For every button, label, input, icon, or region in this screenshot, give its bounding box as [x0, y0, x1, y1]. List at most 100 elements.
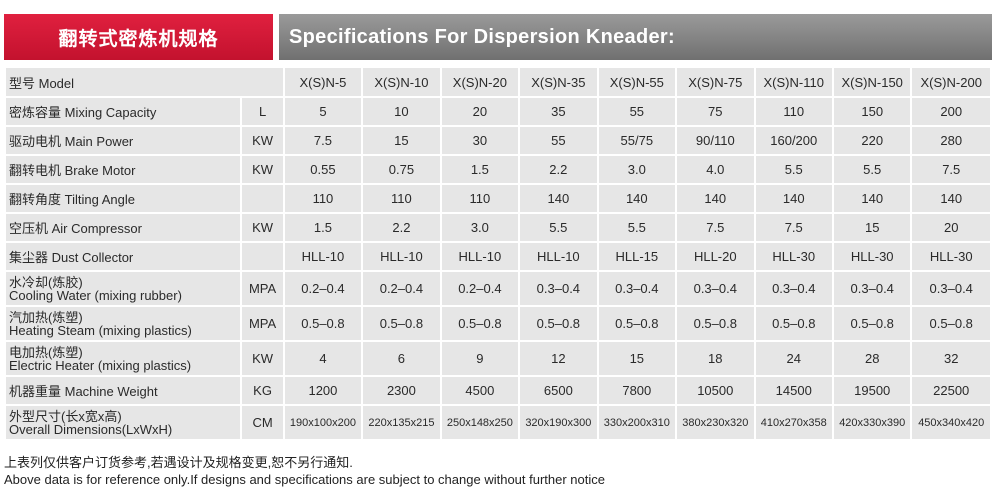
table-cell: 5.5	[598, 214, 676, 241]
row-label-primary: 汽加热(炼塑)	[9, 309, 83, 325]
table-cell: 0.3–0.4	[677, 272, 754, 305]
table-cell: 7.5	[677, 214, 754, 241]
table-cell: 0.3–0.4	[755, 272, 832, 305]
table-cell: 9	[441, 342, 519, 375]
table-cell: 140	[598, 185, 676, 212]
model-header: X(S)N-10	[363, 68, 440, 96]
row-unit: KW	[242, 156, 283, 183]
table-cell: HLL-15	[598, 243, 676, 270]
table-row: 翻转电机 Brake Motor KW 0.55 0.75 1.5 2.2 3.0 4.0 5.…	[6, 156, 990, 183]
row-label-primary: 密炼容量 Mixing Capacity	[9, 105, 157, 120]
table-row: 电加热(炼塑) Electric Heater (mixing plastics)…	[6, 342, 990, 375]
model-header: X(S)N-55	[598, 68, 676, 96]
table-cell: 140	[677, 185, 754, 212]
table-cell: 140	[755, 185, 832, 212]
table-cell: 0.75	[363, 156, 440, 183]
row-unit	[242, 185, 283, 212]
row-label: 电加热(炼塑) Electric Heater (mixing plastics)	[6, 342, 241, 375]
table-cell: 7.5	[755, 214, 832, 241]
row-label-primary: 集尘器 Dust Collector	[9, 250, 134, 265]
table-cell: 0.5–0.8	[677, 307, 754, 340]
row-label: 集尘器 Dust Collector	[6, 243, 241, 270]
table-cell: 110	[441, 185, 519, 212]
table-cell: 110	[363, 185, 440, 212]
table-cell: 3.0	[441, 214, 519, 241]
row-label-secondary: Cooling Water (mixing rubber)	[9, 287, 182, 303]
table-cell: HLL-10	[520, 243, 597, 270]
table-cell: 55/75	[598, 127, 676, 154]
row-label-primary: 翻转电机 Brake Motor	[9, 163, 136, 178]
table-cell: 140	[520, 185, 597, 212]
table-cell: 10500	[677, 377, 754, 404]
table-cell: 0.5–0.8	[755, 307, 832, 340]
row-unit	[242, 243, 283, 270]
row-label-secondary: Electric Heater (mixing plastics)	[9, 357, 192, 373]
row-unit: KW	[242, 214, 283, 241]
table-cell: 6500	[520, 377, 597, 404]
table-cell: 5.5	[520, 214, 597, 241]
table-cell: HLL-30	[755, 243, 832, 270]
header-row: 型号 Model X(S)N-5 X(S)N-10 X(S)N-20 X(S)N…	[6, 68, 990, 96]
table-cell: 0.5–0.8	[912, 307, 990, 340]
row-label: 汽加热(炼塑) Heating Steam (mixing plastics)	[6, 307, 241, 340]
model-header: X(S)N-150	[833, 68, 911, 96]
table-row: 翻转角度 Tilting Angle 110 110 110 140 140 140 140 1…	[6, 185, 990, 212]
table-cell: 190x100x200	[284, 406, 362, 439]
table-cell: 15	[598, 342, 676, 375]
row-unit: L	[242, 98, 283, 125]
header-banner: 翻转式密炼机规格 Specifications For Dispersion K…	[4, 14, 992, 60]
table-cell: 220x135x215	[363, 406, 440, 439]
table-cell: 35	[520, 98, 597, 125]
row-label-primary: 空压机 Air Compressor	[9, 221, 142, 236]
table-cell: 0.3–0.4	[520, 272, 597, 305]
table-cell: HLL-20	[677, 243, 754, 270]
table-cell: 55	[598, 98, 676, 125]
table-cell: 30	[441, 127, 519, 154]
table-cell: 110	[755, 98, 832, 125]
table-row: 机器重量 Machine Weight KG 1200 2300 4500 6500 780…	[6, 377, 990, 404]
table-cell: 200	[912, 98, 990, 125]
row-unit: CM	[242, 406, 283, 439]
table-cell: 15	[833, 214, 911, 241]
table-row: 汽加热(炼塑) Heating Steam (mixing plastics) MP…	[6, 307, 990, 340]
row-label-primary: 翻转角度 Tilting Angle	[9, 192, 135, 207]
table-cell: 18	[677, 342, 754, 375]
row-unit: KG	[242, 377, 283, 404]
footnote: 上表列仅供客户订货参考,若遇设计及规格变更,恕不另行通知. Above data…	[4, 454, 605, 488]
table-row: 驱动电机 Main Power KW 7.5 15 30 55 55/75 90/110 160…	[6, 127, 990, 154]
table-cell: 2.2	[363, 214, 440, 241]
table-cell: 0.3–0.4	[598, 272, 676, 305]
table-cell: 330x200x310	[598, 406, 676, 439]
table-cell: 75	[677, 98, 754, 125]
table-cell: 15	[363, 127, 440, 154]
table-cell: HLL-30	[833, 243, 911, 270]
table-cell: 0.2–0.4	[363, 272, 440, 305]
model-header: X(S)N-110	[755, 68, 832, 96]
row-label-primary: 电加热(炼塑)	[9, 344, 83, 360]
table-row: 外型尺寸(长x宽x高) Overall Dimensions(LxWxH) CM 19…	[6, 406, 990, 439]
table-cell: 140	[833, 185, 911, 212]
table-cell: 0.2–0.4	[284, 272, 362, 305]
table-cell: 3.0	[598, 156, 676, 183]
table-cell: 320x190x300	[520, 406, 597, 439]
table-cell: 1.5	[441, 156, 519, 183]
specifications-table: 型号 Model X(S)N-5 X(S)N-10 X(S)N-20 X(S)N…	[4, 66, 992, 441]
model-header: X(S)N-5	[284, 68, 362, 96]
table-cell: 250x148x250	[441, 406, 519, 439]
model-header: X(S)N-20	[441, 68, 519, 96]
table-cell: 90/110	[677, 127, 754, 154]
row-label: 水冷却(炼胶) Cooling Water (mixing rubber)	[6, 272, 241, 305]
table-cell: 1200	[284, 377, 362, 404]
table-cell: 160/200	[755, 127, 832, 154]
table-cell: 14500	[755, 377, 832, 404]
table-cell: 150	[833, 98, 911, 125]
table-cell: 410x270x358	[755, 406, 832, 439]
table-cell: 24	[755, 342, 832, 375]
row-label: 翻转电机 Brake Motor	[6, 156, 241, 183]
row-label: 密炼容量 Mixing Capacity	[6, 98, 241, 125]
table-cell: 20	[441, 98, 519, 125]
row-label-primary: 机器重量 Machine Weight	[9, 384, 158, 399]
table-cell: HLL-10	[363, 243, 440, 270]
row-unit: MPA	[242, 307, 283, 340]
table-cell: 7.5	[284, 127, 362, 154]
